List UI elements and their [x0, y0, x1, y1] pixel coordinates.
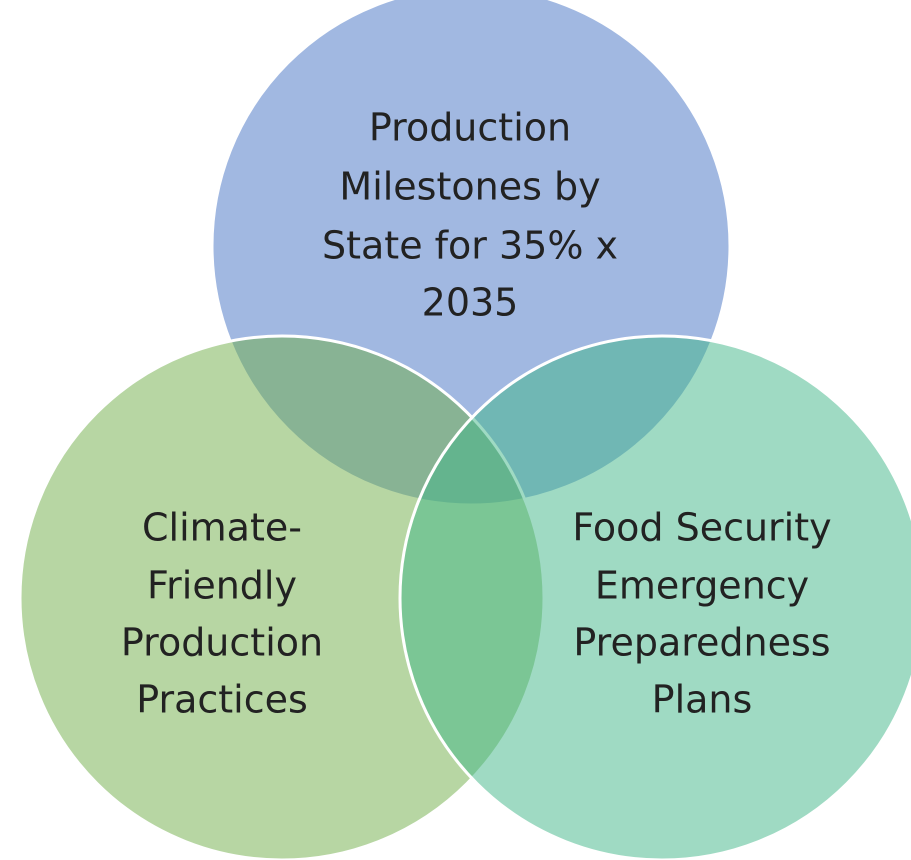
label-line: Climate-: [142, 506, 302, 550]
label-line: Food Security: [572, 506, 831, 550]
circle-food-security: [398, 334, 911, 860]
label-line: Preparedness: [573, 621, 830, 665]
label-line: Emergency: [595, 564, 809, 608]
label-line: Production: [121, 621, 323, 665]
label-food-security: Food Security Emergency Preparedness Pla…: [572, 506, 831, 722]
label-line: Milestones by: [339, 165, 600, 209]
label-line: Practices: [136, 678, 308, 722]
label-line: 2035: [422, 281, 519, 325]
label-line: Friendly: [147, 564, 297, 608]
label-production: Production Milestones by State for 35% x…: [322, 106, 618, 325]
label-line: Production: [369, 106, 571, 150]
label-climate: Climate- Friendly Production Practices: [121, 506, 323, 722]
label-line: State for 35% x: [322, 224, 618, 268]
label-line: Plans: [652, 678, 753, 722]
